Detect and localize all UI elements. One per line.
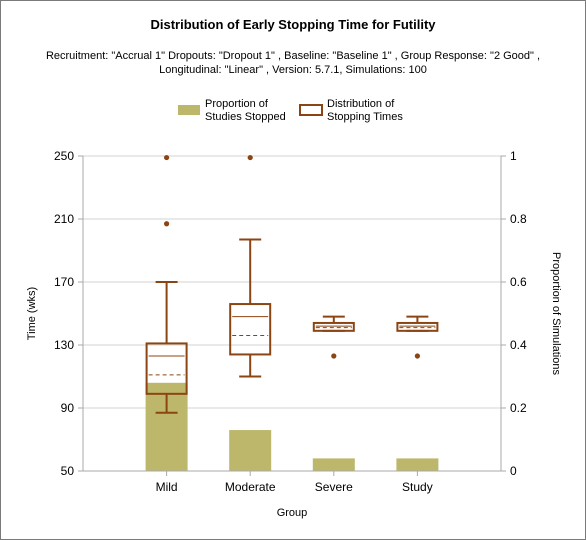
subtitle-line-1: Recruitment: "Accrual 1" Dropouts: "Drop… (45, 50, 541, 62)
box-iqr (145, 342, 188, 395)
right-axis-title: Proportion of Simulations (550, 252, 562, 375)
outlier-point (331, 353, 337, 359)
legend-label-bar-line1: Proportion of (205, 98, 269, 110)
x-tick-label: Moderate (225, 480, 276, 494)
proportion-bar (396, 458, 439, 471)
x-axis-title: Group (277, 507, 308, 519)
outlier-point (414, 353, 420, 359)
legend-label-box-line1: Distribution of (327, 98, 395, 110)
right-tick-label: 0.2 (510, 401, 527, 415)
box-iqr (396, 321, 439, 332)
left-tick-label: 90 (61, 401, 75, 415)
proportion-bar (229, 430, 272, 471)
legend-label-box-line2: Stopping Times (327, 111, 403, 123)
subtitle-line-2: Longitudinal: "Linear" , Version: 5.7.1,… (159, 64, 427, 76)
outlier-point (247, 154, 253, 161)
left-tick-label: 130 (54, 338, 74, 352)
left-tick-label: 210 (54, 212, 74, 226)
legend-label-bar-line2: Studies Stopped (205, 111, 286, 123)
right-tick-label: 0.4 (510, 338, 527, 352)
legend-swatch-box (299, 104, 323, 116)
right-tick-label: 0 (510, 464, 517, 478)
x-tick-label: Mild (156, 480, 178, 494)
chart-title: Distribution of Early Stopping Time for … (150, 17, 436, 32)
chart-subtitle: Recruitment: "Accrual 1" Dropouts: "Drop… (21, 49, 565, 77)
left-tick-label: 170 (54, 275, 74, 289)
outlier-point (164, 221, 170, 227)
legend-swatch-bar (178, 105, 200, 115)
left-tick-label: 50 (61, 464, 75, 478)
left-tick-label: 250 (54, 149, 74, 163)
box-iqr (229, 303, 272, 356)
x-tick-label: Study (402, 480, 433, 494)
right-tick-label: 1 (510, 149, 517, 163)
right-tick-label: 0.6 (510, 275, 527, 289)
proportion-bar (312, 458, 355, 471)
left-axis-title: Time (wks) (26, 287, 38, 340)
outlier-point (164, 154, 170, 161)
right-tick-label: 0.8 (510, 212, 527, 226)
box-iqr (312, 321, 355, 332)
x-tick-label: Severe (315, 480, 353, 494)
